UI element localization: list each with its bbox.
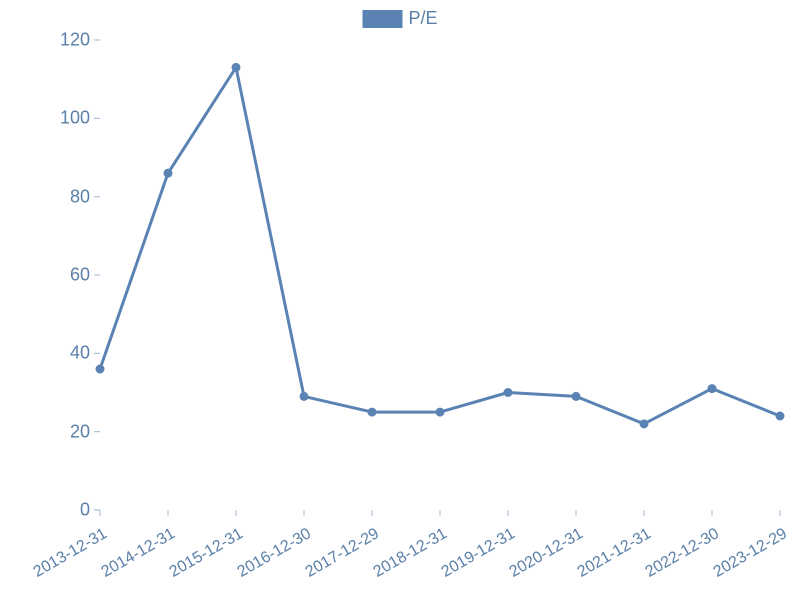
y-tick-label: 100 [40,108,90,129]
data-point [368,408,377,417]
y-tick-label: 120 [40,30,90,51]
plot-area [0,0,800,600]
y-tick-label: 40 [40,343,90,364]
data-point [164,169,173,178]
data-point [504,388,513,397]
y-tick-label: 60 [40,265,90,286]
pe-line-chart: P/E 020406080100120 2013-12-312014-12-31… [0,0,800,600]
data-point [232,63,241,72]
data-point [708,384,717,393]
data-point [96,365,105,374]
data-point [640,419,649,428]
data-point [572,392,581,401]
y-tick-label: 20 [40,421,90,442]
series-line [100,67,780,423]
data-point [776,412,785,421]
y-tick-label: 80 [40,186,90,207]
y-tick-label: 0 [40,500,90,521]
data-point [436,408,445,417]
data-point [300,392,309,401]
